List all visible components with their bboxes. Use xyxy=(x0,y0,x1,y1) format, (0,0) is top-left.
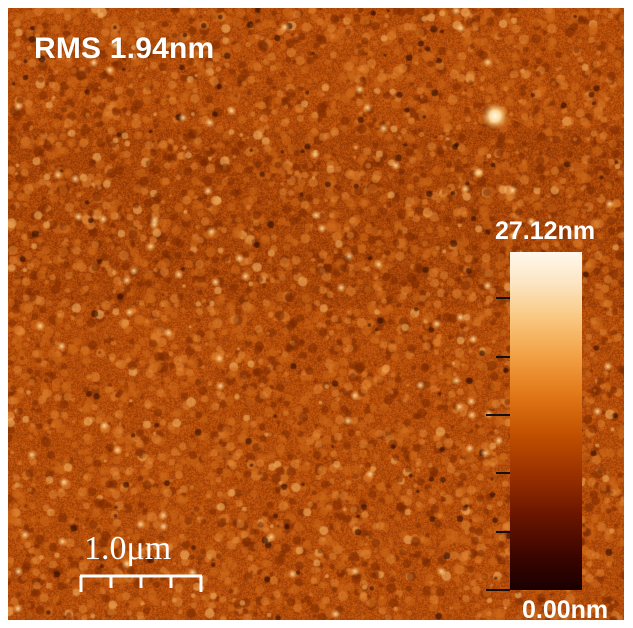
rms-roughness-label: RMS 1.94nm xyxy=(34,32,215,65)
scale-bar-label: 1.0μm xyxy=(84,530,172,567)
colorbar-min-label: 0.00nm xyxy=(522,596,609,621)
scale-bar: 1.0μm xyxy=(78,530,210,596)
colorbar-ticks xyxy=(486,297,510,591)
scale-bar-ruler xyxy=(79,574,203,592)
colorbar-max-label: 27.12nm xyxy=(495,217,596,245)
height-colorbar xyxy=(510,252,582,590)
afm-height-map: RMS 1.94nm 1.0μm 27.12nm 0.00nm xyxy=(8,8,624,620)
